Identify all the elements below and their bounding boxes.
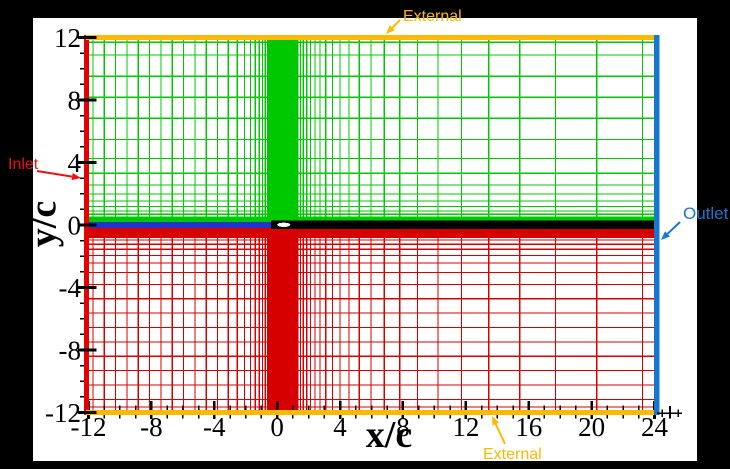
x-tick-label: -12 (71, 412, 107, 442)
x-tick-label: 0 (270, 412, 284, 442)
near-wall-band-upper (88, 216, 655, 225)
y-tick-label: -8 (59, 336, 82, 366)
x-tick-label: 24 (641, 412, 669, 442)
x-tick-label: 4 (333, 412, 347, 442)
y-tick-label: 4 (68, 148, 82, 178)
annotation-arrow-shaft (36, 170, 73, 178)
x-tick-label: 20 (578, 412, 605, 442)
tick-labels: -12 -8 -4 0 4 8 12 16 20 24 -12 -8 -4 0 4 8 12 (45, 23, 669, 442)
x-tick-label: -4 (203, 412, 226, 442)
y-tick-label: -12 (45, 398, 81, 428)
wake-cut-line (86, 221, 272, 229)
annotation-arrowhead (661, 231, 671, 240)
annotation-arrow-shaft (391, 19, 401, 29)
annotation-arrow-shaft (494, 423, 506, 445)
airfoil-wake-line (271, 220, 657, 230)
annotation-arrow-shaft (666, 221, 681, 235)
y-tick-label: 12 (54, 23, 81, 53)
plot-area (33, 18, 697, 461)
annotation-outlet: Outlet (683, 204, 729, 223)
x-tick-label: -8 (140, 412, 163, 442)
annotation-inlet: Inlet (8, 156, 39, 173)
y-tick-label: 0 (68, 211, 82, 241)
annotation-external-bottom: External (483, 446, 542, 463)
annotation-arrowhead (71, 173, 81, 181)
axis-major-ticks (78, 36, 682, 419)
x-axis-title: x/c (366, 414, 412, 456)
annotation-labels: External Inlet Outlet External (8, 8, 729, 463)
annotation-arrowhead (386, 25, 395, 34)
annotation-arrowhead (492, 416, 500, 426)
y-tick-label: 8 (68, 86, 82, 116)
x-tick-label: 8 (396, 412, 410, 442)
x-tick-label: 16 (515, 412, 542, 442)
centerline-bands (86, 220, 657, 230)
y-axis-title: y/c (23, 201, 65, 247)
annotation-arrows (36, 19, 681, 445)
x-tick-label: 12 (452, 412, 479, 442)
y-tick-label: -4 (59, 273, 82, 303)
annotation-external-top: External (403, 8, 462, 25)
airfoil (277, 222, 291, 227)
